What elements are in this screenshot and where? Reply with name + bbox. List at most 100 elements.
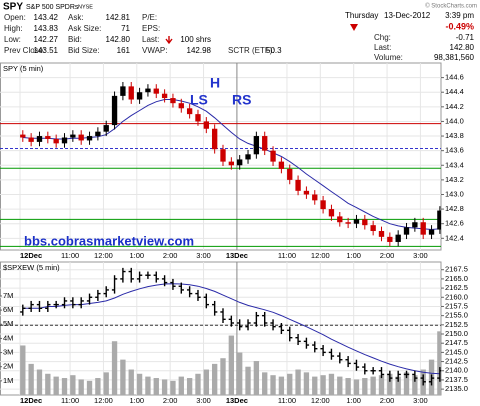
- candle-body: [378, 231, 385, 237]
- candle-body: [28, 137, 34, 142]
- x-tick-label: 3:00: [196, 396, 211, 405]
- quote-value: 142.80: [106, 35, 131, 44]
- candle-body: [203, 121, 209, 129]
- quote-header: SPY S&P 500 SPDRs NYSE © StockCharts.com…: [3, 2, 477, 62]
- quote-value: 100 shrs: [180, 35, 211, 44]
- y-tick-label: 143.2: [445, 175, 464, 184]
- annotations: LS H RS bbs.cobrasmarketview.com: [24, 75, 251, 249]
- x-tick-label: 3:00: [196, 251, 211, 260]
- candle-body: [395, 234, 401, 242]
- y-tick-label: 144.6: [445, 73, 464, 82]
- x-tick-label: 11:00: [278, 251, 296, 260]
- x-tick-label: 12:00: [94, 396, 113, 405]
- moving-average-line: [22, 283, 440, 375]
- x-tick-label: 12:00: [94, 251, 113, 260]
- y-tick-label: 142.6: [445, 219, 464, 228]
- candle-body: [337, 216, 343, 223]
- y-tick-label: 2142.5: [445, 357, 468, 366]
- candle-body: [220, 149, 226, 162]
- down-triangle-icon: [350, 24, 358, 31]
- volume-bar: [237, 352, 243, 395]
- quote-label: Bid:: [68, 35, 82, 44]
- candle-body: [211, 128, 218, 150]
- candle-body: [237, 159, 243, 166]
- volume-bar: [20, 345, 26, 395]
- volume-bar: [111, 341, 118, 395]
- x-tick-label: 12:00: [311, 396, 330, 405]
- candle-body: [245, 154, 251, 160]
- volume-bar: [170, 380, 176, 395]
- candle-body: [253, 136, 260, 155]
- candle-body: [412, 222, 418, 228]
- y-tick-label: 142.4: [445, 233, 464, 242]
- volume-bar: [28, 363, 34, 395]
- candle-body: [345, 222, 351, 224]
- quote-value: 161: [117, 46, 131, 55]
- x-tick-label: 12:00: [311, 251, 330, 260]
- volume-tick-label: 6M: [3, 305, 13, 314]
- quote-label: Open:: [4, 13, 26, 22]
- volume-tick-label: 7M: [3, 291, 13, 300]
- y-tick-label: 2137.5: [445, 375, 468, 384]
- y-tick-label: 2135.0: [445, 384, 468, 393]
- volume-bar: [78, 379, 84, 395]
- volume-bar: [86, 380, 93, 395]
- volume-bar: [328, 373, 335, 395]
- x-tick-label: 13Dec: [226, 396, 248, 405]
- x-tick-label: 2:00: [163, 251, 178, 260]
- volume-bar: [337, 376, 343, 395]
- y-tick-label: 2152.5: [445, 320, 468, 329]
- y-tick-label: 2167.5: [445, 265, 468, 274]
- x-tick-label: 11:00: [278, 396, 296, 405]
- volume-bar: [320, 375, 326, 395]
- candle-body: [53, 138, 59, 144]
- candle-body: [178, 103, 184, 109]
- quote-value: 143.83: [34, 24, 59, 33]
- quote-label: Last:: [142, 35, 159, 44]
- candle-body: [78, 134, 84, 141]
- chart-title: SPY (5 min): [3, 64, 44, 73]
- volume-bar: [103, 372, 109, 395]
- candle-body: [136, 92, 143, 100]
- quote-value: 143.42: [34, 13, 59, 22]
- quote-label: VWAP:: [142, 46, 167, 55]
- annotation: bbs.cobrasmarketview.com: [24, 233, 194, 248]
- candle-body: [170, 98, 176, 104]
- volume-bar: [61, 378, 68, 395]
- quote-value: -0.71: [456, 33, 475, 42]
- candle-body: [111, 95, 118, 126]
- volume-tick-label: 1M: [3, 376, 13, 385]
- candle-body: [278, 161, 285, 169]
- y-tick-label: 2147.5: [445, 338, 468, 347]
- volume-bar: [161, 379, 168, 395]
- chart-title: $SPXEW (5 min): [3, 263, 60, 272]
- quote-value: 50.3: [266, 46, 282, 55]
- quote-label: SCTR (ETF):: [228, 46, 275, 55]
- y-tick-label: 143.4: [445, 160, 464, 169]
- volume-bar: [278, 376, 285, 395]
- y-tick-label: 2145.0: [445, 347, 468, 356]
- copyright: © StockCharts.com: [425, 3, 477, 10]
- quote-label: High:: [4, 24, 23, 33]
- volume-bar: [178, 376, 184, 395]
- x-tick-label: 1:00: [129, 251, 144, 260]
- volume-bar: [362, 378, 368, 395]
- volume-bar: [262, 372, 268, 395]
- volume-tick-label: 4M: [3, 333, 13, 342]
- moving-average-line: [22, 99, 440, 231]
- candle-body: [153, 88, 159, 94]
- volume-tick-label: 3M: [3, 348, 13, 357]
- annotation: LS: [190, 92, 208, 108]
- x-tick-label: 1:00: [346, 396, 361, 405]
- date: 13-Dec-2012: [384, 11, 431, 20]
- volume-bar: [203, 369, 209, 395]
- volume-bar: [95, 378, 101, 395]
- volume-bar: [287, 373, 293, 395]
- candle-body: [228, 161, 235, 166]
- annotation: H: [210, 75, 220, 91]
- y-tick-label: 144.2: [445, 102, 464, 111]
- y-tick-label: 143.8: [445, 131, 464, 140]
- candle-body: [303, 190, 310, 195]
- volume-bar: [370, 376, 376, 395]
- candle-body: [353, 219, 360, 224]
